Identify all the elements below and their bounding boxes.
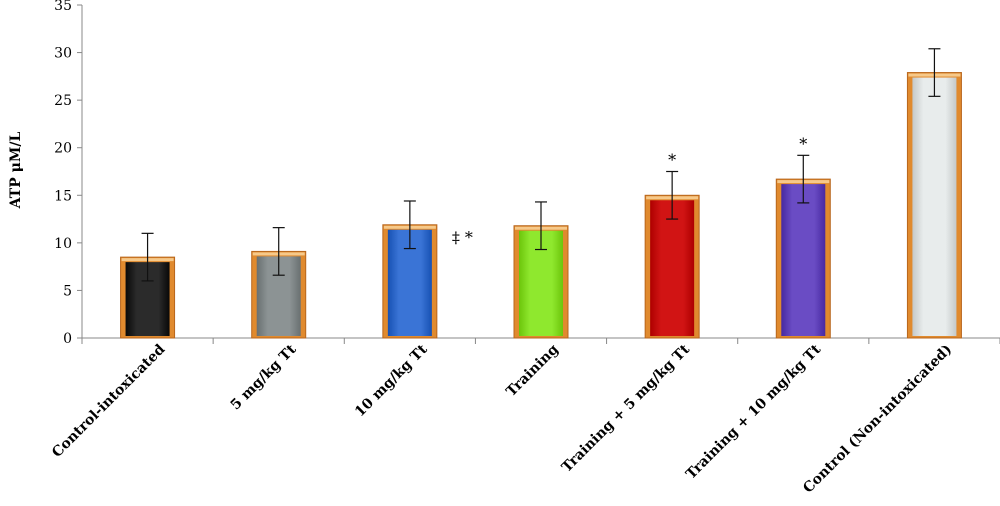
significance-marker: ‡ * <box>452 228 473 247</box>
category-label: 5 mg/kg Tt <box>228 341 300 413</box>
bar <box>912 77 957 337</box>
significance-marker: * <box>668 151 676 170</box>
y-tick-label: 0 <box>63 331 72 347</box>
significance-annotations: ‡ * * * <box>452 134 807 246</box>
y-tick-label: 25 <box>54 93 72 109</box>
y-axis: 0 5 10 15 20 25 30 35 <box>54 0 83 347</box>
category-label: 10 mg/kg Tt <box>352 341 431 420</box>
y-tick-label: 15 <box>54 188 72 204</box>
category-label: Training + 5 mg/kg Tt <box>559 341 694 476</box>
x-axis <box>81 337 1000 344</box>
y-tick-label: 30 <box>54 46 72 62</box>
category-label: Control-intoxicated <box>49 341 168 460</box>
y-tick-label: 20 <box>54 141 72 157</box>
bar <box>781 184 826 336</box>
y-tick-label: 5 <box>63 283 72 299</box>
category-label: Control (Non-intoxicated) <box>800 342 955 497</box>
y-tick-label: 10 <box>54 236 72 252</box>
significance-marker: * <box>799 134 807 153</box>
y-axis-title: ATP μM/L <box>8 132 24 210</box>
y-tick-label: 35 <box>54 0 72 14</box>
category-label: Training + 10 mg/kg Tt <box>683 341 824 482</box>
bar <box>650 200 695 336</box>
category-labels: Control-intoxicated 5 mg/kg Tt 10 mg/kg Tt… <box>49 341 955 496</box>
category-label: Training <box>503 341 562 400</box>
error-bars <box>141 48 941 282</box>
